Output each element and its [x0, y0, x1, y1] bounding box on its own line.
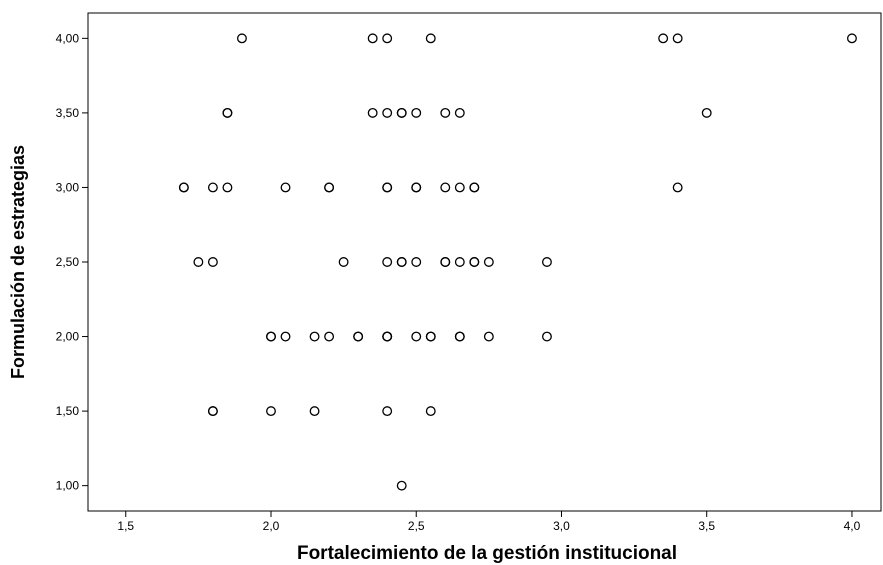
data-point	[440, 107, 451, 118]
data-point	[309, 331, 320, 342]
data-point	[658, 33, 669, 44]
data-points	[178, 33, 857, 491]
data-point	[222, 107, 233, 118]
y-tick-label: 2,00	[56, 330, 80, 344]
data-point	[483, 331, 494, 342]
data-point	[411, 107, 422, 118]
data-point	[324, 182, 335, 193]
data-point	[382, 406, 393, 417]
data-point	[672, 33, 683, 44]
data-point	[353, 331, 364, 342]
x-tick-label: 2,0	[263, 519, 280, 533]
data-point	[207, 406, 218, 417]
data-point	[193, 257, 204, 267]
data-point	[178, 182, 189, 193]
data-point	[266, 406, 276, 417]
y-axis: 1,00 1,50 2,00 2,50 3,00 3,50 4,00	[56, 31, 88, 493]
data-point	[207, 182, 218, 193]
data-point	[396, 480, 407, 491]
data-point	[454, 107, 465, 118]
x-axis-title: Fortalecimiento de la gestión institucio…	[297, 543, 677, 564]
data-point	[411, 257, 422, 267]
data-point	[469, 257, 480, 267]
data-point	[382, 33, 393, 44]
data-point	[396, 107, 407, 118]
x-axis: 1,5 2,0 2,5 3,0 3,5 4,0	[117, 511, 861, 533]
data-point	[382, 331, 393, 342]
data-point	[411, 331, 422, 342]
data-point	[701, 107, 712, 118]
data-point	[483, 257, 494, 267]
data-point	[542, 257, 552, 267]
data-point	[338, 257, 349, 267]
data-point	[367, 33, 378, 44]
data-point	[454, 257, 465, 267]
data-point	[222, 182, 233, 193]
data-point	[280, 182, 291, 193]
data-point	[382, 182, 393, 193]
x-tick-label: 4,0	[844, 519, 861, 533]
data-point	[454, 182, 465, 193]
data-point	[266, 331, 276, 342]
data-point	[425, 331, 436, 342]
x-tick-label: 1,5	[117, 519, 134, 533]
y-tick-label: 4,00	[56, 31, 80, 45]
x-tick-label: 3,0	[553, 519, 570, 533]
data-point	[324, 331, 335, 342]
data-point	[396, 257, 407, 267]
data-point	[847, 33, 857, 44]
y-axis-title: Formulación de estrategias	[8, 145, 28, 379]
data-point	[237, 33, 247, 44]
data-point	[469, 182, 480, 193]
data-point	[425, 406, 436, 417]
data-point	[454, 331, 465, 342]
data-point	[382, 107, 393, 118]
data-point	[425, 33, 436, 44]
data-point	[411, 182, 422, 193]
data-point	[382, 257, 393, 267]
x-tick-label: 3,5	[698, 519, 715, 533]
data-point	[542, 331, 552, 342]
y-tick-label: 1,50	[56, 404, 80, 418]
y-tick-label: 1,00	[56, 479, 80, 493]
data-point	[440, 182, 451, 193]
data-point	[280, 331, 291, 342]
y-tick-label: 3,50	[56, 106, 80, 120]
data-point	[440, 257, 451, 267]
data-point	[309, 406, 320, 417]
data-point	[672, 182, 683, 193]
x-tick-label: 2,5	[408, 519, 425, 533]
y-tick-label: 3,00	[56, 180, 80, 194]
data-point	[207, 257, 218, 267]
data-point	[367, 107, 378, 118]
y-tick-label: 2,50	[56, 255, 80, 269]
